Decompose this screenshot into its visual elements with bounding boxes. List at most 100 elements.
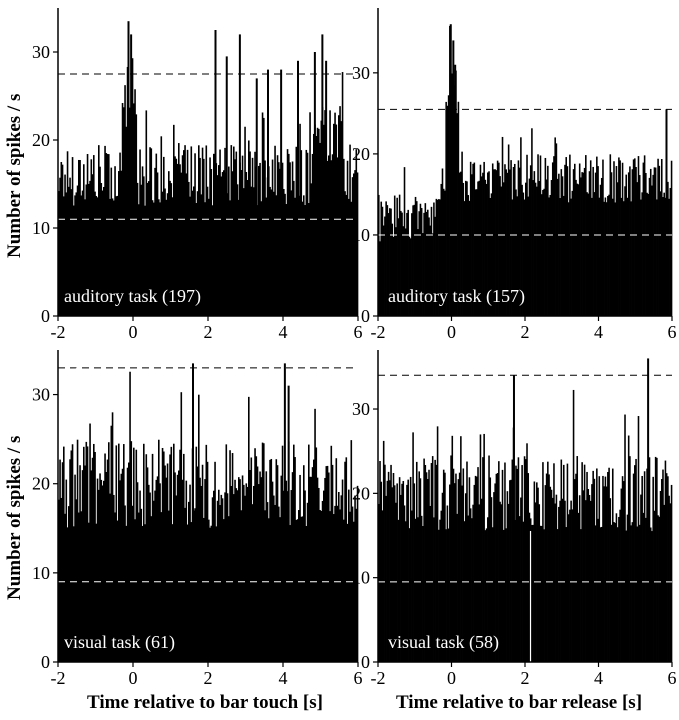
histogram-bar [269, 186, 271, 316]
histogram-bar [251, 157, 254, 316]
histogram-spike [280, 69, 283, 316]
histogram-bar [210, 169, 213, 316]
histogram-bar [489, 197, 492, 316]
histogram-bar [386, 205, 389, 316]
histogram-bar [493, 492, 495, 662]
histogram-bar [65, 192, 68, 316]
histogram-bar [445, 529, 447, 662]
histogram-bar [103, 480, 105, 662]
histogram-bar [469, 161, 472, 316]
histogram-bar [166, 463, 169, 662]
histogram-bar [571, 509, 574, 662]
histogram-bar [139, 149, 141, 316]
task-annotation: auditory task (157) [388, 286, 525, 307]
histogram-bar [286, 491, 289, 662]
histogram-bar [615, 166, 618, 316]
histogram-bar [419, 478, 422, 662]
x-tick-label: 4 [279, 322, 288, 342]
histogram-bar [329, 511, 331, 662]
histogram-bar [478, 504, 481, 662]
histogram-bar [597, 518, 599, 662]
histogram-bar [336, 157, 339, 316]
histogram-bar [624, 186, 626, 316]
histogram-bar [129, 107, 131, 317]
histogram-bar [230, 485, 233, 662]
histogram-bar [569, 154, 571, 316]
histogram-bar [309, 476, 311, 662]
histogram-bar [204, 479, 206, 662]
histogram-bar [145, 454, 148, 662]
x-tick-label: 4 [594, 668, 603, 688]
histogram-bar [178, 470, 180, 662]
histogram-bar [155, 479, 158, 662]
histogram-bar [467, 515, 469, 662]
x-tick-label: 6 [354, 668, 363, 688]
histogram-bar [431, 233, 434, 316]
histogram-bar [422, 526, 424, 662]
histogram-bar [485, 528, 488, 662]
histogram-bar [500, 504, 503, 662]
histogram-bar [536, 482, 538, 662]
histogram-spike [452, 40, 455, 316]
histogram-bar [206, 186, 209, 316]
histogram-bar [228, 166, 230, 316]
x-tick-label: 2 [521, 668, 530, 688]
histogram-bar [386, 480, 389, 662]
histogram-bar [249, 469, 251, 662]
histogram-bar [425, 472, 428, 662]
histogram-bar [659, 490, 662, 662]
histogram-bar [496, 160, 499, 316]
histogram-bar [104, 453, 106, 662]
histogram-bar [381, 510, 384, 662]
histogram-bar [474, 189, 477, 316]
histogram-bars [58, 58, 359, 317]
histogram-bar [285, 204, 288, 316]
histogram-bar [654, 167, 657, 316]
histogram-bar [537, 487, 539, 662]
histogram-bar [509, 169, 511, 316]
histogram-bar [154, 167, 156, 316]
histogram-bar [447, 95, 450, 316]
histogram-bar [420, 515, 423, 662]
histogram-bar [203, 517, 205, 662]
x-tick-label: 6 [354, 322, 363, 342]
histogram-bar [597, 166, 599, 316]
histogram-bar [291, 472, 294, 662]
histogram-bar [238, 477, 240, 662]
histogram-bar [111, 198, 114, 316]
histogram-bar [619, 509, 621, 662]
histogram-bar [472, 504, 474, 662]
histogram-bar [441, 168, 444, 316]
histogram-bar [478, 180, 481, 316]
task-annotation: auditory task (197) [64, 286, 201, 307]
histogram-bar [354, 170, 356, 316]
histogram-bar [636, 526, 639, 662]
histogram-bar [233, 146, 235, 316]
histogram-bar [323, 490, 325, 662]
histogram-bar [100, 479, 103, 662]
histogram-bar [600, 526, 603, 662]
histogram-bar [433, 202, 435, 316]
histogram-bar [246, 179, 249, 316]
histogram-bar [306, 152, 309, 316]
histogram-bar [169, 454, 171, 662]
histogram-bar [180, 392, 183, 662]
histogram-bar [204, 202, 206, 316]
histogram-bar [424, 203, 427, 316]
histogram-bar [135, 449, 138, 662]
histogram-bar [507, 503, 510, 662]
histogram-bar [473, 484, 476, 662]
histogram-bar [526, 443, 528, 662]
histogram-bar [629, 456, 631, 662]
histogram-bar [184, 507, 186, 662]
histogram-bar [169, 180, 171, 316]
histogram-bar [417, 517, 419, 662]
histogram-bar [648, 177, 651, 316]
histogram-bar [211, 205, 214, 316]
histogram-bar [99, 166, 101, 316]
histogram-bar [73, 205, 75, 316]
histogram-bar [406, 212, 408, 316]
histogram-bar [593, 478, 596, 662]
histogram-bar [457, 479, 460, 662]
histogram-bar [391, 223, 394, 316]
